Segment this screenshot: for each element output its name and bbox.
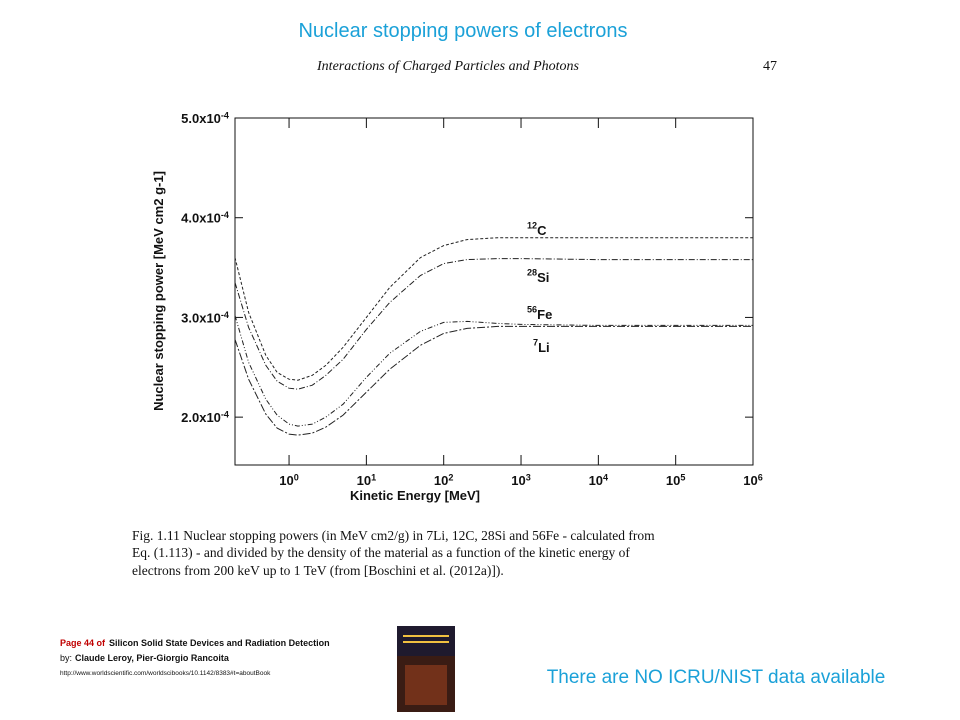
series-line: [234, 325, 753, 436]
running-head: Interactions of Charged Particles and Ph…: [316, 59, 580, 74]
x-tick-label: 104: [589, 472, 609, 488]
series-line: [234, 315, 753, 427]
series-label: 12C: [527, 220, 547, 238]
source: Page 44 of Silicon Solid State Devices an…: [60, 638, 330, 648]
url: http://www.worldscientific.com/worldscib…: [60, 670, 271, 677]
caption-line: Eq. (1.113) - and divided by the density…: [132, 545, 630, 560]
y-tick-label: 5.0x10-4: [181, 110, 230, 126]
caption-line: Fig. 1.11 Nuclear stopping powers (in Me…: [132, 528, 655, 543]
by-label: by:: [60, 653, 72, 663]
page-number: 47: [763, 59, 777, 74]
x-tick-label: 102: [434, 472, 454, 488]
y-tick-label: 3.0x10-4: [181, 310, 230, 326]
series-label: 56Fe: [527, 304, 552, 322]
x-axis-label: Kinetic Energy [MeV]: [350, 488, 480, 503]
cover-art: [405, 665, 447, 705]
book-cover: [397, 626, 455, 712]
series-line: [234, 237, 753, 381]
x-tick-label: 100: [279, 472, 299, 488]
y-tick-label: 2.0x10-4: [181, 410, 230, 426]
series-line: [234, 258, 753, 390]
caption: Fig. 1.11 Nuclear stopping powers (in Me…: [132, 528, 655, 578]
x-tick-label: 103: [511, 472, 531, 488]
note: There are NO ICRU/NIST data available: [547, 667, 886, 688]
y-axis-label: Nuclear stopping power [MeV cm2 g-1]: [151, 171, 166, 411]
authors: Claude Leroy, Pier-Giorgio Rancoita: [75, 653, 230, 663]
byline: by: Claude Leroy, Pier-Giorgio Rancoita: [60, 653, 230, 663]
caption-line: electrons from 200 keV up to 1 TeV (from…: [132, 563, 504, 578]
series-label: 28Si: [527, 267, 549, 285]
series-label: 7Li: [533, 337, 550, 355]
y-tick-label: 4.0x10-4: [181, 210, 230, 226]
source-page: Page 44 of: [60, 638, 106, 648]
source-book: Silicon Solid State Devices and Radiatio…: [109, 638, 330, 648]
slide-title: Nuclear stopping powers of electrons: [298, 20, 627, 42]
plot-frame: [234, 117, 754, 466]
x-tick-label: 101: [357, 472, 377, 488]
x-tick-label: 106: [743, 472, 763, 488]
x-tick-label: 105: [666, 472, 686, 488]
